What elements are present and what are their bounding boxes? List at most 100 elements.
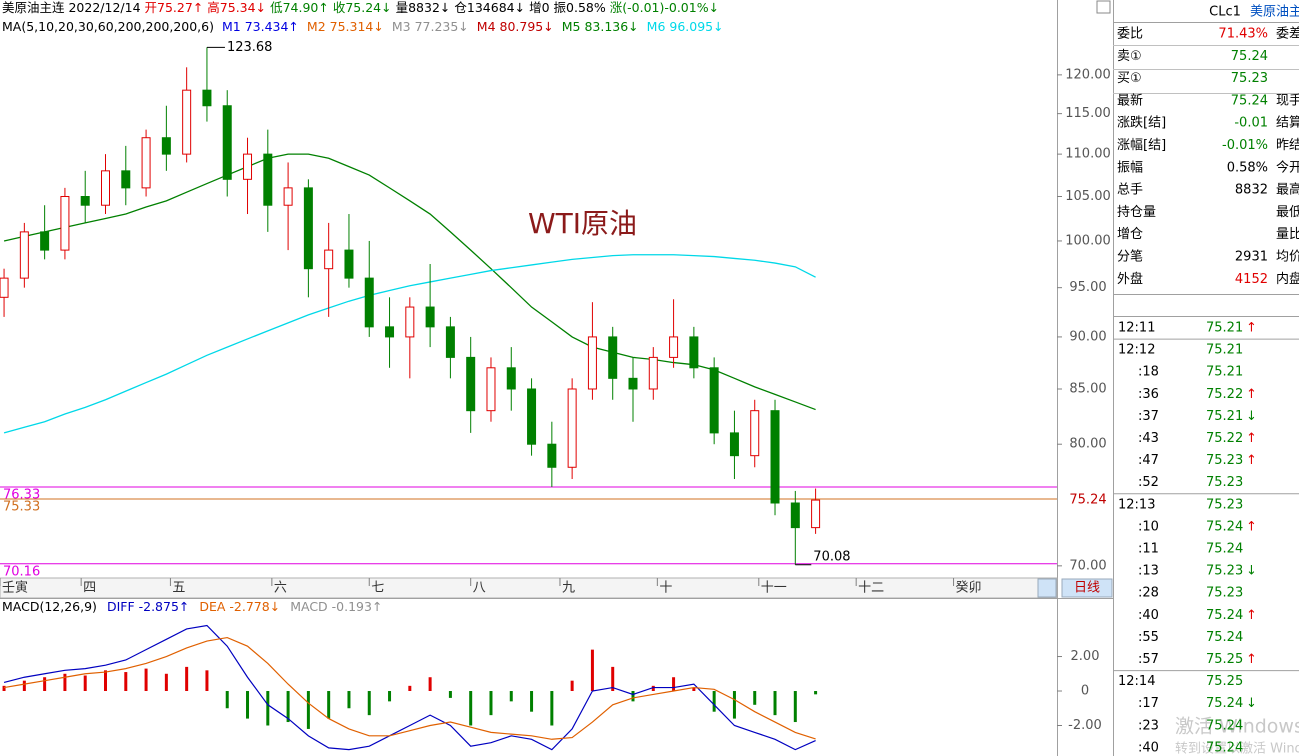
- trade-direction: ↑: [1246, 387, 1257, 402]
- period-label[interactable]: 日线: [1074, 581, 1100, 596]
- candle-body: [283, 187, 293, 206]
- trade-time: :40: [1138, 740, 1159, 755]
- header-item: 高75.34↓: [207, 0, 266, 15]
- y-tick-label: 70.00: [1069, 558, 1106, 573]
- trade-time: :28: [1138, 586, 1159, 601]
- quote-value: -0.01: [1234, 116, 1268, 131]
- quote-label: 最低: [1276, 205, 1299, 220]
- legend-entry: M3 77.235↓: [392, 19, 469, 34]
- legend-entry: M5 83.136↓: [562, 19, 639, 34]
- trade-price: 75.24: [1206, 542, 1243, 557]
- x-tick-label: 十二: [858, 581, 884, 596]
- candle-body: [506, 367, 516, 390]
- trade-direction: ↓: [1246, 564, 1257, 579]
- y-tick-label: 100.00: [1065, 233, 1111, 248]
- candle-body: [811, 499, 821, 529]
- trade-price: 75.23: [1206, 586, 1243, 601]
- legend-entry: M4 80.795↓: [477, 19, 554, 34]
- trade-price: 75.24: [1206, 740, 1243, 755]
- quote-header: 美原油主连 2022/12/14 开75.27↑ 高75.34↓ 低74.90↑ 收75…: [2, 0, 719, 15]
- candle-body: [263, 153, 273, 206]
- candle-body: [567, 388, 577, 468]
- trade-price: 75.21: [1206, 365, 1243, 380]
- candle-body: [750, 410, 760, 457]
- trade-price: 75.25: [1206, 652, 1243, 667]
- level-label: 75.33: [3, 499, 40, 514]
- candle-body: [303, 187, 313, 270]
- trade-price: 75.22: [1206, 387, 1243, 402]
- trade-time: 12:12: [1118, 343, 1155, 358]
- ma-title: MA(5,10,20,30,60,200,200,200,6): [2, 19, 214, 34]
- ma-line: [3, 153, 816, 411]
- ma-legend: MA(5,10,20,30,60,200,200,200,6) M1 73.434…: [2, 19, 724, 34]
- x-tick-label: 十一: [761, 581, 787, 596]
- quote-label: 涨幅[结]: [1117, 138, 1166, 153]
- candle-body: [344, 249, 354, 279]
- quote-label: 分笔: [1117, 249, 1143, 265]
- low-label: 70.08: [813, 549, 850, 564]
- quote-label: 委差: [1276, 27, 1299, 42]
- header-item: 增0: [529, 0, 550, 15]
- trade-price: 75.21: [1206, 343, 1243, 358]
- trade-time: :57: [1138, 652, 1159, 667]
- legend-entry: MACD -0.193↑: [290, 599, 382, 614]
- header-item: 振0.58%: [554, 0, 606, 15]
- candle-body: [243, 153, 253, 180]
- trade-direction: ↑: [1246, 453, 1257, 468]
- quote-value: 2931: [1235, 250, 1268, 265]
- quote-label: 涨跌[结]: [1117, 115, 1166, 131]
- header-item: 低74.90↑: [270, 0, 329, 15]
- trade-time: :36: [1138, 387, 1159, 402]
- candle-body: [182, 89, 192, 155]
- x-tick-label: 五: [172, 581, 185, 596]
- window-icon[interactable]: [1096, 0, 1111, 14]
- candle-body: [40, 231, 50, 251]
- candle-body: [729, 432, 739, 457]
- candle-body: [527, 388, 537, 445]
- last-price-label: 75.24: [1069, 493, 1106, 508]
- candle-body: [648, 356, 658, 390]
- header-item: 涨(-0.01)-0.01%↓: [610, 0, 719, 15]
- quote-label: 最新: [1117, 92, 1143, 108]
- y-tick-label: 0: [1081, 684, 1089, 699]
- quote-label: 均价: [1276, 250, 1299, 265]
- quote-label: 总手: [1117, 183, 1143, 198]
- quote-label: 现手: [1276, 93, 1299, 108]
- trade-time: :55: [1138, 630, 1159, 645]
- trade-price: 75.25: [1206, 674, 1243, 689]
- trade-time: 12:11: [1118, 321, 1155, 336]
- trade-price: 75.24: [1206, 630, 1243, 645]
- watermark: 激活 Windows: [1175, 716, 1299, 738]
- candle-body: [608, 336, 618, 379]
- trade-price: 75.24: [1206, 519, 1243, 534]
- trade-price: 75.24: [1206, 696, 1243, 711]
- quote-label: 委比: [1117, 27, 1143, 42]
- quote-value: 75.23: [1231, 71, 1268, 86]
- level-label: 70.16: [3, 564, 40, 579]
- period-button[interactable]: [1061, 578, 1113, 598]
- trade-direction: ↓: [1246, 409, 1257, 424]
- quote-value: 8832: [1235, 183, 1268, 198]
- x-tick-label: 壬寅: [2, 580, 28, 596]
- last-price-box: [1062, 491, 1112, 510]
- macd-legend: MACD(12,26,9) DIFF -2.875↑ DEA -2.778↓ MACD…: [2, 599, 382, 614]
- y-tick-label: 105.00: [1065, 189, 1111, 204]
- candle-body: [628, 377, 638, 390]
- trade-price: 75.23: [1206, 564, 1243, 579]
- trade-time: :43: [1138, 431, 1159, 446]
- candle-body: [790, 502, 800, 529]
- trade-time: :47: [1138, 453, 1159, 468]
- candle-body: [222, 105, 232, 180]
- y-tick-label: 80.00: [1069, 437, 1106, 452]
- header-item: 量8832↓: [396, 0, 451, 15]
- quote-value: -0.01%: [1222, 138, 1268, 153]
- trade-time: :23: [1138, 718, 1159, 733]
- watermark: 转到设置以激活 Windows: [1175, 742, 1299, 756]
- quote-value: 4152: [1235, 272, 1268, 287]
- candle-body: [547, 443, 557, 468]
- header-item: 仓134684↓: [454, 0, 525, 15]
- header-item: 开75.27↑: [145, 0, 204, 15]
- scroll-handle[interactable]: [1037, 578, 1057, 598]
